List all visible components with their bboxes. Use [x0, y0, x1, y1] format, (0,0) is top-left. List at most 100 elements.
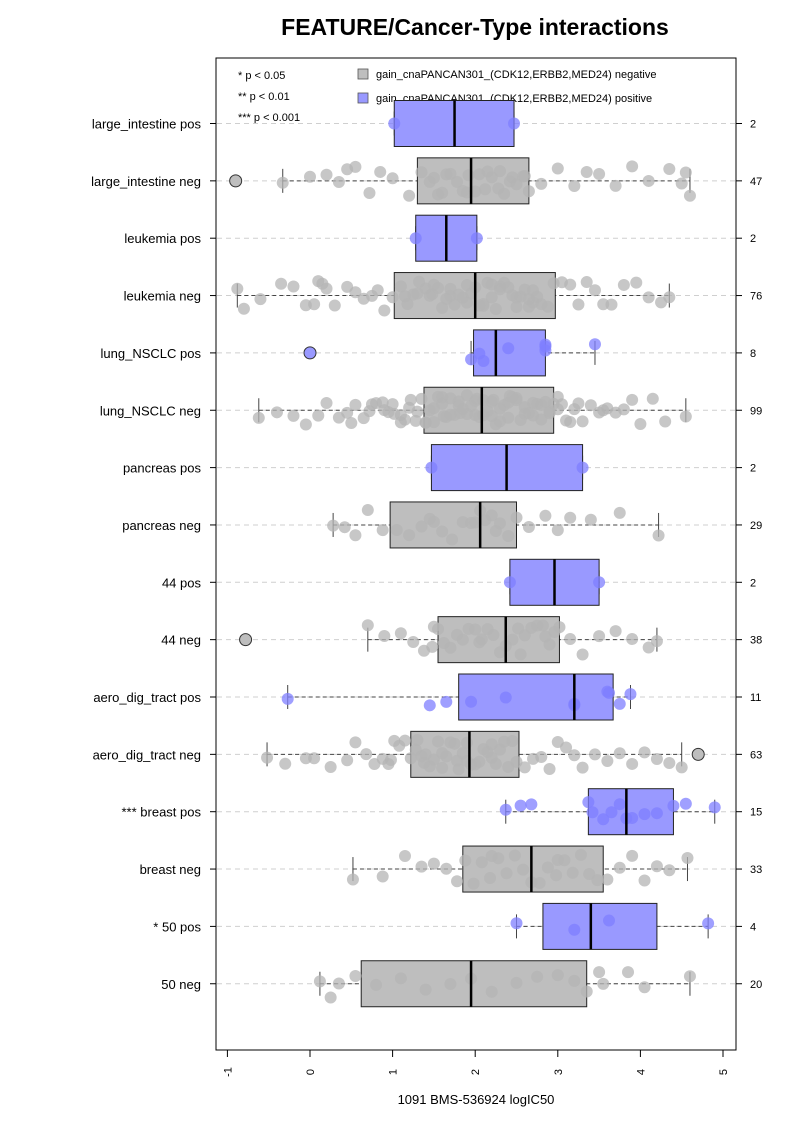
- data-point: [566, 866, 579, 879]
- data-point: [626, 757, 639, 770]
- data-point: [626, 393, 639, 406]
- data-point: [252, 411, 265, 424]
- data-point: [609, 625, 622, 638]
- data-point: [582, 796, 595, 809]
- data-point: [394, 972, 407, 985]
- data-point: [440, 695, 453, 708]
- data-point: [484, 872, 497, 885]
- group-label: 50 neg: [161, 977, 201, 992]
- chart-title: FEATURE/Cancer-Type interactions: [281, 14, 669, 40]
- data-point: [683, 970, 696, 983]
- data-point: [477, 299, 490, 312]
- data-point: [378, 404, 391, 417]
- data-point: [388, 117, 401, 130]
- data-point: [261, 751, 274, 764]
- data-point: [539, 630, 552, 643]
- sample-count: 2: [750, 463, 756, 475]
- data-point: [304, 170, 316, 183]
- sample-count: 11: [750, 692, 761, 704]
- data-point: [390, 524, 403, 537]
- legend-entry: gain_cnaPANCAN301_(CDK12,ERBB2,MED24) ne…: [376, 69, 656, 81]
- data-point: [503, 576, 516, 589]
- data-point: [287, 280, 300, 293]
- data-point: [650, 860, 663, 873]
- outlier-point: [229, 174, 243, 188]
- data-point: [415, 392, 428, 405]
- data-point: [551, 524, 564, 537]
- data-point: [543, 762, 556, 775]
- data-point: [423, 289, 436, 302]
- data-point: [489, 525, 502, 538]
- data-point: [440, 168, 453, 181]
- data-point: [378, 629, 391, 642]
- significance-legend-text: * p < 0.05: [238, 70, 285, 82]
- data-point: [502, 342, 515, 355]
- data-point: [423, 512, 436, 525]
- sample-count: 15: [750, 807, 762, 819]
- data-point: [638, 981, 651, 994]
- data-point: [349, 529, 362, 542]
- data-point: [663, 291, 676, 304]
- data-point: [231, 282, 244, 295]
- data-point: [327, 519, 340, 532]
- x-axis-label: 1091 BMS-536924 logIC50: [397, 1092, 555, 1107]
- data-point: [613, 747, 626, 760]
- data-point: [564, 511, 577, 524]
- data-point: [371, 284, 384, 297]
- data-point: [506, 633, 519, 646]
- data-point: [603, 686, 616, 699]
- data-point: [663, 162, 676, 175]
- data-point: [663, 757, 676, 770]
- group-label: 44 pos: [162, 575, 202, 590]
- data-point: [508, 117, 521, 130]
- data-point: [427, 278, 440, 291]
- data-point: [324, 760, 337, 773]
- data-point: [638, 746, 651, 759]
- sample-count: 8: [750, 348, 756, 360]
- group-label: aero_dig_tract pos: [93, 690, 201, 705]
- data-point: [650, 635, 663, 648]
- data-point: [425, 461, 438, 474]
- data-point: [349, 160, 362, 173]
- data-point: [349, 970, 362, 983]
- data-point: [444, 641, 457, 654]
- data-point: [525, 798, 538, 811]
- x-tick-label: 5: [718, 1069, 730, 1075]
- data-point: [360, 748, 373, 761]
- data-point: [613, 506, 626, 519]
- data-point: [328, 299, 341, 312]
- data-point: [451, 875, 464, 888]
- data-point: [708, 801, 721, 814]
- data-point: [683, 189, 696, 202]
- sample-count: 29: [750, 520, 762, 532]
- data-point: [522, 520, 535, 533]
- data-point: [275, 277, 288, 290]
- data-point: [398, 849, 411, 862]
- data-point: [591, 874, 604, 887]
- data-point: [332, 176, 345, 189]
- data-point: [403, 189, 416, 202]
- data-point: [469, 516, 482, 529]
- data-point: [427, 857, 440, 870]
- data-point: [398, 290, 411, 303]
- data-point: [394, 627, 407, 640]
- data-point: [586, 806, 599, 819]
- data-point: [634, 418, 647, 431]
- data-point: [417, 756, 430, 769]
- data-point: [370, 978, 383, 991]
- data-point: [376, 524, 389, 537]
- data-point: [502, 411, 515, 424]
- data-point: [437, 410, 450, 423]
- legend-swatch: [357, 68, 369, 80]
- data-point: [308, 298, 321, 311]
- data-point: [384, 753, 397, 766]
- data-point: [451, 754, 464, 767]
- data-point: [270, 406, 283, 419]
- data-point: [527, 396, 540, 409]
- data-point: [415, 860, 428, 873]
- data-point: [626, 812, 639, 825]
- data-point: [499, 691, 512, 704]
- group-label: aero_dig_tract neg: [93, 747, 201, 762]
- group-label: lung_NSCLC pos: [101, 346, 202, 361]
